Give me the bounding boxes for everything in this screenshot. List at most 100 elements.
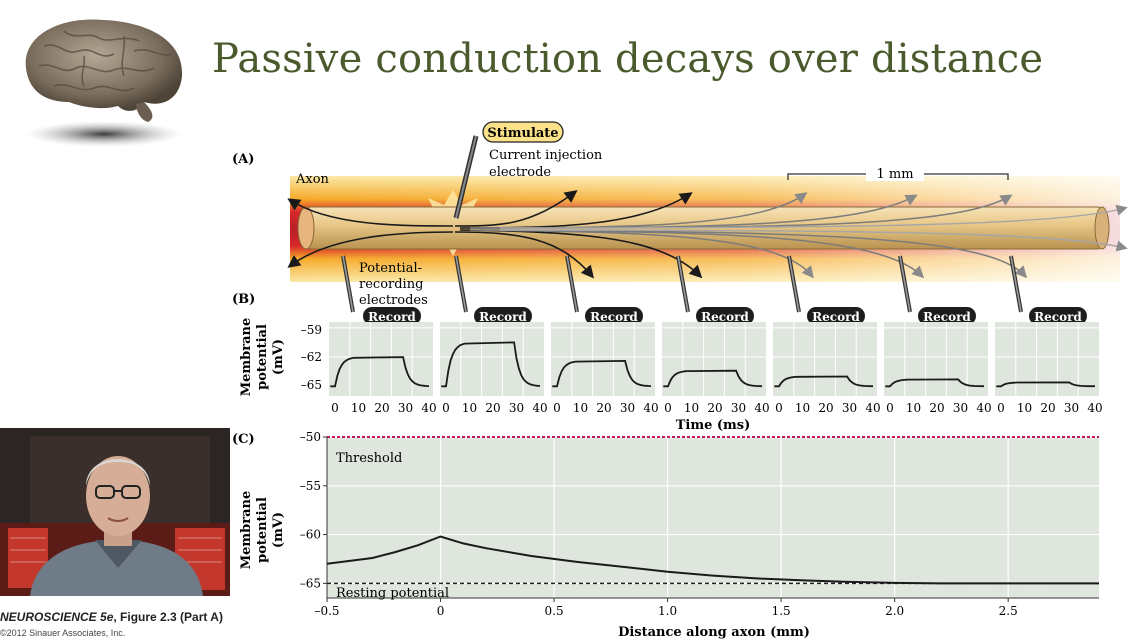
panel-b-xlabel: Time (ms) xyxy=(676,418,751,433)
panel-b-ytick-1: –59 xyxy=(301,323,322,337)
panel-b-ylabel-2: potential xyxy=(255,324,270,390)
panel-b-ytick-3: –65 xyxy=(301,378,322,392)
record-badge xyxy=(918,307,976,325)
panel-b-xtick: 0 xyxy=(442,401,450,415)
trace-panel: 0 10 20 30 40 xyxy=(551,322,659,415)
panel-b-xtick: 20 xyxy=(707,401,722,415)
panel-b-xtick: 10 xyxy=(795,401,810,415)
panel-b-xtick: 20 xyxy=(1040,401,1055,415)
x-tick-label: 2.0 xyxy=(885,604,904,618)
trace-panel: 0 10 20 30 40 xyxy=(440,322,548,415)
x-tick-label: 1.5 xyxy=(772,604,791,618)
panel-b-xtick: 30 xyxy=(398,401,413,415)
brain-image xyxy=(25,19,183,147)
panel-b-ylabel-1: Membrane xyxy=(239,318,254,397)
caption-figure: , Figure 2.3 (Part A) xyxy=(113,610,223,624)
panel-b-xtick: 20 xyxy=(929,401,944,415)
panel-a-label: (A) xyxy=(232,152,254,167)
y-tick-label: –55 xyxy=(300,479,321,493)
panel-b-xtick: 40 xyxy=(865,401,880,415)
record-label: Record xyxy=(479,310,527,324)
panel-b-xtick: 30 xyxy=(620,401,635,415)
panel-c-label: (C) xyxy=(232,432,255,447)
y-tick-label: –60 xyxy=(300,528,321,542)
resting-label: Resting potential xyxy=(336,586,449,601)
membrane-trace xyxy=(441,341,541,388)
trace-panel: 0 10 20 30 40 xyxy=(884,322,992,415)
membrane-trace xyxy=(996,381,1095,388)
threshold-label: Threshold xyxy=(336,451,402,466)
record-label: Record xyxy=(923,310,971,324)
x-tick-label: 0 xyxy=(437,604,445,618)
presenter-video xyxy=(0,428,230,596)
record-badge xyxy=(1029,307,1087,325)
panel-b-xtick: 20 xyxy=(818,401,833,415)
panel-b-ytick-2: –62 xyxy=(301,350,322,364)
panel-b-xtick: 10 xyxy=(351,401,366,415)
stimulate-badge xyxy=(482,121,564,143)
panel-b-xtick: 0 xyxy=(331,401,339,415)
record-label: Record xyxy=(1034,310,1082,324)
membrane-trace xyxy=(774,375,873,388)
axon-label: Axon xyxy=(295,172,330,187)
trace-panel: 0 10 20 30 40 xyxy=(773,322,881,415)
panel-b-xtick: 10 xyxy=(906,401,921,415)
trace-panel: 0 10 20 30 40 xyxy=(995,322,1103,415)
panel-b-xtick: 40 xyxy=(643,401,658,415)
record-badge xyxy=(363,307,421,325)
panel-c-xlabel: Distance along axon (mm) xyxy=(618,625,810,640)
recording-label-3: electrodes xyxy=(359,293,428,308)
membrane-trace xyxy=(552,359,652,388)
y-tick-label: –50 xyxy=(300,430,321,444)
record-badge xyxy=(474,307,532,325)
record-label: Record xyxy=(812,310,860,324)
injection-label-2: electrode xyxy=(489,165,551,180)
x-tick-label: –0.5 xyxy=(314,604,339,618)
plot-area xyxy=(327,437,1099,598)
trace-panels: 0 10 20 30 40 0 10 20 30 40 0 10 20 30 40 0 10 20 30 40 0 10 2… xyxy=(329,322,1103,415)
panel-b-ylabel: Membrane potential (mV) xyxy=(239,318,286,397)
record-badges: Record Record Record Record Record Record Reco… xyxy=(363,307,1087,325)
panel-b-xtick: 20 xyxy=(374,401,389,415)
membrane-trace xyxy=(330,356,430,388)
panel-b-xtick: 10 xyxy=(573,401,588,415)
slide-title: Passive conduction decays over distance xyxy=(212,36,1044,82)
panel-b-xtick: 0 xyxy=(664,401,672,415)
figure-caption: NEUROSCIENCE 5e, Figure 2.3 (Part A) xyxy=(0,610,223,624)
trace-panel: 0 10 20 30 40 xyxy=(662,322,770,415)
panel-b-xtick: 0 xyxy=(886,401,894,415)
injection-label-1: Current injection xyxy=(489,148,603,163)
record-label: Record xyxy=(590,310,638,324)
panel-b-xtick: 40 xyxy=(1087,401,1102,415)
panel-b-xtick: 40 xyxy=(976,401,991,415)
panel-b-xtick: 20 xyxy=(485,401,500,415)
panel-c-ylabel-2: potential xyxy=(255,497,270,563)
panel-b-xtick: 30 xyxy=(842,401,857,415)
recording-label-1: Potential- xyxy=(359,261,422,276)
membrane-trace xyxy=(885,378,984,388)
panel-b-xtick: 10 xyxy=(1017,401,1032,415)
trace-panel: 0 10 20 30 40 xyxy=(329,322,437,415)
panel-b-xtick: 30 xyxy=(731,401,746,415)
record-badge xyxy=(696,307,754,325)
y-tick-label: –65 xyxy=(300,576,321,590)
membrane-trace xyxy=(663,369,763,388)
x-tick-label: 0.5 xyxy=(545,604,564,618)
x-tick-label: 1.0 xyxy=(658,604,677,618)
panel-b-xtick: 30 xyxy=(1064,401,1079,415)
decay-chart: –0.5 0 0.5 1.0 1.5 2.0 2.5 –50 –55 –60 –65 xyxy=(300,430,1099,618)
panel-b-xtick: 40 xyxy=(754,401,769,415)
x-tick-label: 2.5 xyxy=(999,604,1018,618)
current-injection-electrode xyxy=(453,135,479,219)
panel-b-xtick: 40 xyxy=(532,401,547,415)
panel-b-xtick: 0 xyxy=(553,401,561,415)
scale-label: 1 mm xyxy=(876,167,913,182)
panel-c-ylabel-3: (mV) xyxy=(271,512,286,548)
panel-c-ylabel-1: Membrane xyxy=(239,491,254,570)
panel-b-xtick: 40 xyxy=(421,401,436,415)
panel-b-xtick: 0 xyxy=(775,401,783,415)
panel-b-xtick: 30 xyxy=(509,401,524,415)
copyright-notice: ©2012 Sinauer Associates, Inc. xyxy=(0,628,126,638)
record-label: Record xyxy=(368,310,416,324)
